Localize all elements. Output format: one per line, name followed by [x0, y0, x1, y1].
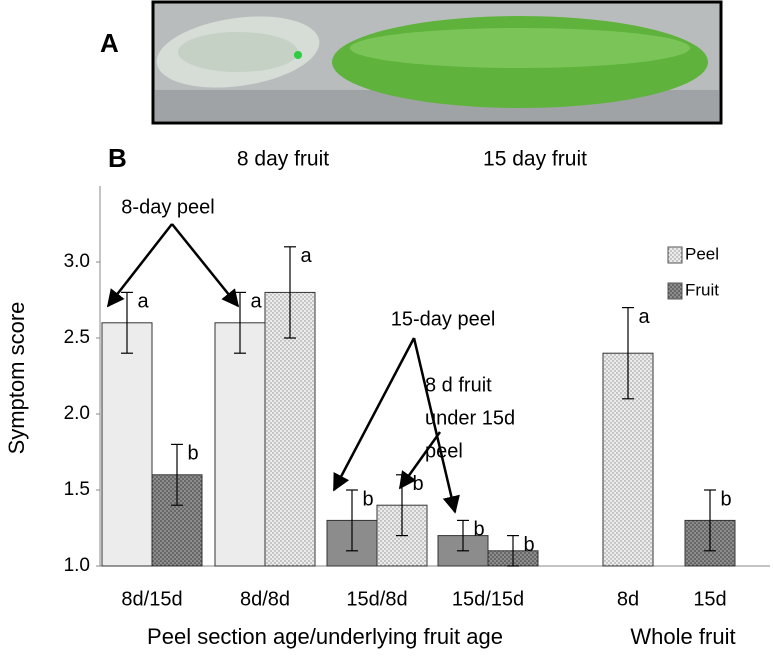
significance-letter: b — [523, 534, 534, 556]
error-bar — [234, 291, 246, 354]
y-tick-label: 2.0 — [64, 403, 90, 424]
error-bar — [704, 489, 716, 552]
caption: 8 day fruit — [237, 148, 329, 171]
annotation: under 15d — [425, 407, 515, 429]
significance-letter: b — [362, 488, 373, 510]
significance-letter: b — [412, 473, 423, 495]
y-tick-label: 2.5 — [64, 327, 90, 348]
error-bar — [171, 443, 183, 506]
error-bar — [121, 291, 133, 354]
panel-label: B — [108, 143, 127, 173]
legend-label: Fruit — [685, 280, 719, 299]
bar — [214, 322, 266, 567]
photo — [151, 0, 723, 125]
annotation: 8 d fruit — [425, 374, 492, 396]
caption: 15 day fruit — [483, 148, 587, 171]
significance-letter: b — [473, 519, 484, 541]
legend-label: Peel — [685, 244, 719, 263]
error-bar — [346, 489, 358, 552]
y-tick-label: 3.0 — [64, 251, 90, 272]
annotation: peel — [425, 440, 463, 462]
x-tick-label: 8d — [617, 588, 639, 610]
significance-letter: b — [187, 443, 198, 465]
legend-swatch — [667, 246, 683, 264]
panel-label: A — [100, 28, 119, 58]
error-bar — [284, 246, 296, 339]
significance-letter: a — [250, 291, 262, 313]
annotation: 15-day peel — [391, 308, 496, 330]
significance-letter: a — [300, 245, 312, 267]
significance-letter: a — [137, 291, 149, 313]
x-axis-title: Whole fruit — [630, 624, 735, 649]
x-tick-label: 8d/15d — [121, 588, 182, 610]
error-bar — [622, 307, 634, 400]
x-tick-label: 15d/15d — [452, 588, 524, 610]
plot: 1.0 1.5 2.0 2.5 3.0 8d/15d a b 8d/8d a a 15d/8d b b 15… — [64, 186, 770, 610]
x-tick-label: 15d — [693, 588, 726, 610]
bar — [101, 322, 153, 567]
error-bar — [457, 519, 469, 552]
significance-letter: b — [720, 488, 731, 510]
x-tick-label: 8d/8d — [240, 588, 290, 610]
arrows — [106, 223, 460, 514]
y-axis-title: Symptom score — [4, 302, 29, 455]
error-bar — [396, 474, 408, 537]
legend-swatch — [667, 282, 683, 300]
x-tick-label: 15d/8d — [346, 588, 407, 610]
y-tick-label: 1.0 — [64, 555, 90, 576]
annotation: 8-day peel — [121, 196, 214, 218]
x-axis-title: Peel section age/underlying fruit age — [147, 624, 503, 649]
significance-letter: a — [638, 306, 650, 328]
error-bar — [507, 534, 519, 567]
y-tick-label: 1.5 — [64, 479, 90, 500]
